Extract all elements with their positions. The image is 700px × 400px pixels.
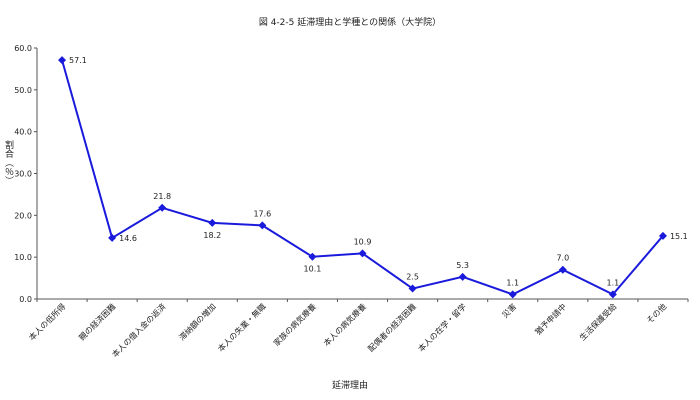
data-point: [458, 272, 467, 281]
x-category-label: 親の経済困難: [77, 301, 118, 342]
y-tick-label: 60.0: [14, 44, 32, 53]
data-point: [408, 284, 417, 293]
x-category-label: 猶予申請中: [533, 301, 568, 336]
x-category-label: 本人の借入金の返済: [110, 301, 168, 359]
data-label: 57.1: [69, 56, 87, 65]
x-category-label: 災害: [500, 301, 518, 319]
data-point: [608, 290, 617, 299]
data-point: [158, 203, 167, 212]
x-axis-title: 延滞理由: [331, 381, 368, 391]
y-axis-title: 割合（％）: [3, 140, 13, 185]
y-tick-label: 40.0: [14, 128, 32, 137]
data-point: [508, 290, 517, 299]
data-point: [108, 233, 117, 242]
series-line: [61, 59, 664, 296]
x-category-label: 本人の病気療養: [321, 301, 368, 348]
data-label: 17.6: [253, 209, 271, 218]
x-category-label: 本人の低所得: [26, 301, 67, 342]
data-label: 1.1: [506, 278, 519, 287]
x-category-label: その他: [644, 301, 668, 325]
y-tick-label: 50.0: [14, 86, 32, 95]
x-category-label: 生活保護受給: [577, 301, 618, 342]
y-tick-label: 20.0: [14, 211, 32, 220]
data-label: 10.9: [354, 237, 372, 246]
y-tick-label: 30.0: [14, 170, 32, 179]
chart-title: 図 4-2-5 延滞理由と学種との関係（大学院）: [258, 18, 442, 28]
data-label: 1.1: [607, 278, 620, 287]
x-category-label: 配偶者の経済困難: [366, 301, 418, 353]
x-category-label: 家族の病気療養: [271, 301, 318, 348]
data-label: 18.2: [203, 231, 221, 240]
data-point: [258, 221, 267, 230]
data-label: 21.8: [153, 192, 171, 201]
data-label: 10.1: [304, 265, 322, 274]
data-point: [558, 265, 567, 274]
data-point: [658, 231, 667, 240]
data-point: [308, 252, 317, 261]
data-label: 2.5: [406, 273, 419, 282]
y-tick-label: 0.0: [19, 295, 32, 304]
data-label: 7.0: [556, 254, 569, 263]
data-label: 15.1: [670, 232, 688, 241]
x-category-label: 滞納額の増加: [177, 301, 218, 342]
y-tick-label: 10.0: [14, 253, 32, 262]
data-point: [58, 56, 67, 65]
data-label: 5.3: [456, 261, 469, 270]
x-category-label: 本人の在学・留学: [416, 301, 468, 353]
data-point: [358, 249, 367, 258]
data-point: [208, 218, 217, 227]
data-label: 14.6: [119, 234, 137, 243]
x-category-label: 本人の失業・無職: [215, 301, 267, 353]
